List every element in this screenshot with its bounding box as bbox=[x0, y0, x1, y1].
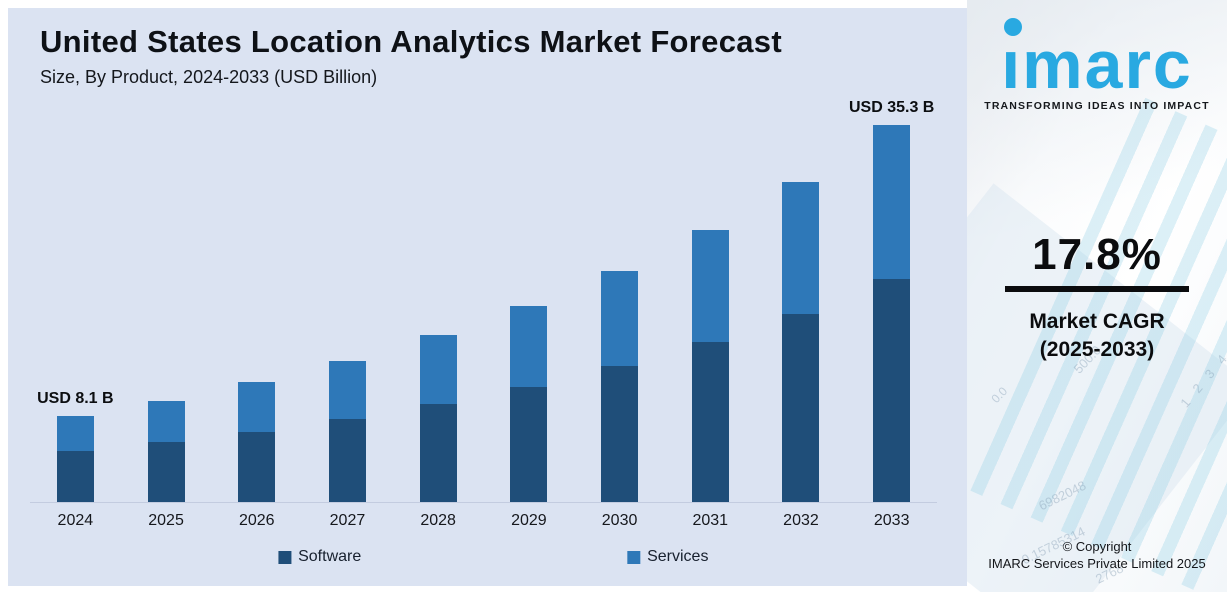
x-axis-label-2027: 2027 bbox=[329, 512, 366, 529]
bar-segment-software bbox=[147, 442, 185, 502]
stacked-bar-2025 bbox=[147, 400, 185, 502]
brand-panel: 500.0 0.0 1 2 3 4 6982048 0.15785314 276… bbox=[967, 0, 1227, 592]
x-axis-label-2032: 2032 bbox=[783, 512, 819, 529]
bar-segment-services bbox=[691, 229, 729, 342]
cagr-label-line2: (2025-2033) bbox=[1039, 338, 1155, 362]
bar-segment-software bbox=[238, 431, 276, 502]
bar-segment-software bbox=[56, 450, 94, 502]
x-axis-label-2025: 2025 bbox=[148, 512, 184, 529]
imarc-logo: ımarc bbox=[967, 18, 1227, 99]
stacked-bar-2032 bbox=[782, 181, 820, 502]
bar-segment-services bbox=[873, 125, 911, 279]
x-axis-label-2026: 2026 bbox=[238, 512, 275, 529]
copyright-line2: IMARC Services Private Limited 2025 bbox=[988, 555, 1206, 571]
bar-group-2024: USD 8.1 B bbox=[30, 108, 121, 502]
bar-segment-software bbox=[328, 418, 366, 502]
legend-item-services: Services bbox=[627, 548, 708, 566]
x-axis-label-2024: 2024 bbox=[57, 512, 94, 529]
copyright-line1: © Copyright bbox=[1062, 538, 1132, 554]
bar-group-2028 bbox=[393, 108, 484, 502]
imarc-logo-dot-icon bbox=[1004, 18, 1023, 36]
bar-group-2027 bbox=[302, 108, 393, 502]
bar-segment-services bbox=[56, 415, 94, 451]
cagr-label-line1: Market CAGR bbox=[1029, 310, 1165, 333]
bar-segment-services bbox=[601, 271, 639, 367]
cagr-block: 17.8% Market CAGR (2025-2033) bbox=[967, 232, 1227, 365]
stacked-bar-2029 bbox=[510, 305, 548, 502]
chart-panel: United States Location Analytics Market … bbox=[8, 8, 967, 586]
stacked-bar-2030 bbox=[601, 271, 639, 502]
chart-subtitle: Size, By Product, 2024-2033 (USD Billion… bbox=[40, 67, 378, 87]
cagr-value: 17.8% bbox=[1032, 230, 1162, 279]
cagr-underline-rule bbox=[1005, 286, 1189, 292]
bar-group-2031 bbox=[665, 108, 756, 502]
bar-group-2032 bbox=[756, 108, 847, 502]
bar-segment-software bbox=[419, 403, 457, 502]
imarc-logo-text: ımarc bbox=[1001, 18, 1192, 99]
bar-segment-software bbox=[691, 341, 729, 502]
bar-segment-software bbox=[873, 278, 911, 502]
stacked-bar-2028 bbox=[419, 335, 457, 502]
stacked-bar-2024 bbox=[56, 415, 94, 502]
bar-segment-software bbox=[510, 386, 548, 502]
bar-segment-software bbox=[601, 366, 639, 502]
x-axis-label-2029: 2029 bbox=[511, 512, 547, 529]
stacked-bar-2031 bbox=[691, 229, 729, 502]
bar-value-label-2024: USD 8.1 B bbox=[37, 389, 114, 407]
bar-group-2029 bbox=[484, 108, 575, 502]
bar-group-2033: USD 35.3 B bbox=[846, 99, 937, 502]
copyright: © Copyright IMARC Services Private Limit… bbox=[967, 538, 1227, 572]
bar-segment-services bbox=[510, 305, 548, 387]
bar-value-label-2033: USD 35.3 B bbox=[848, 99, 935, 116]
legend-swatch-software bbox=[278, 550, 292, 564]
bar-group-2026 bbox=[211, 108, 302, 502]
bar-group-2030 bbox=[574, 108, 665, 502]
bar-group-2025 bbox=[121, 108, 212, 502]
bar-segment-services bbox=[238, 382, 276, 432]
legend-swatch-services bbox=[627, 550, 641, 564]
stacked-bar-2027 bbox=[328, 361, 366, 502]
bar-segment-services bbox=[419, 335, 457, 404]
stacked-bar-2033 bbox=[873, 125, 911, 502]
x-axis-label-2030: 2030 bbox=[601, 512, 638, 529]
stacked-bar-2026 bbox=[238, 382, 276, 502]
x-axis-label-2031: 2031 bbox=[692, 512, 729, 529]
legend: Software Services bbox=[8, 548, 967, 572]
bar-segment-software bbox=[782, 314, 820, 502]
bar-segment-services bbox=[782, 181, 820, 315]
x-axis-label-2028: 2028 bbox=[420, 512, 456, 529]
imarc-tagline: TRANSFORMING IDEAS INTO IMPACT bbox=[984, 100, 1210, 112]
plot-area: USD 8.1 B USD 35.3 B bbox=[30, 99, 937, 503]
bar-segment-services bbox=[328, 361, 366, 419]
chart-header: United States Location Analytics Market … bbox=[8, 8, 967, 89]
x-axis-label-2033: 2033 bbox=[873, 512, 910, 529]
chart-title: United States Location Analytics Market … bbox=[40, 24, 782, 59]
legend-label-services: Services bbox=[647, 548, 709, 565]
legend-item-software: Software bbox=[278, 548, 361, 566]
x-axis-labels: 2024 2025 2026 2027 2028 2029 2030 2031 2032 2033 bbox=[30, 503, 937, 530]
legend-label-software: Software bbox=[298, 548, 362, 565]
bar-segment-services bbox=[147, 400, 185, 443]
